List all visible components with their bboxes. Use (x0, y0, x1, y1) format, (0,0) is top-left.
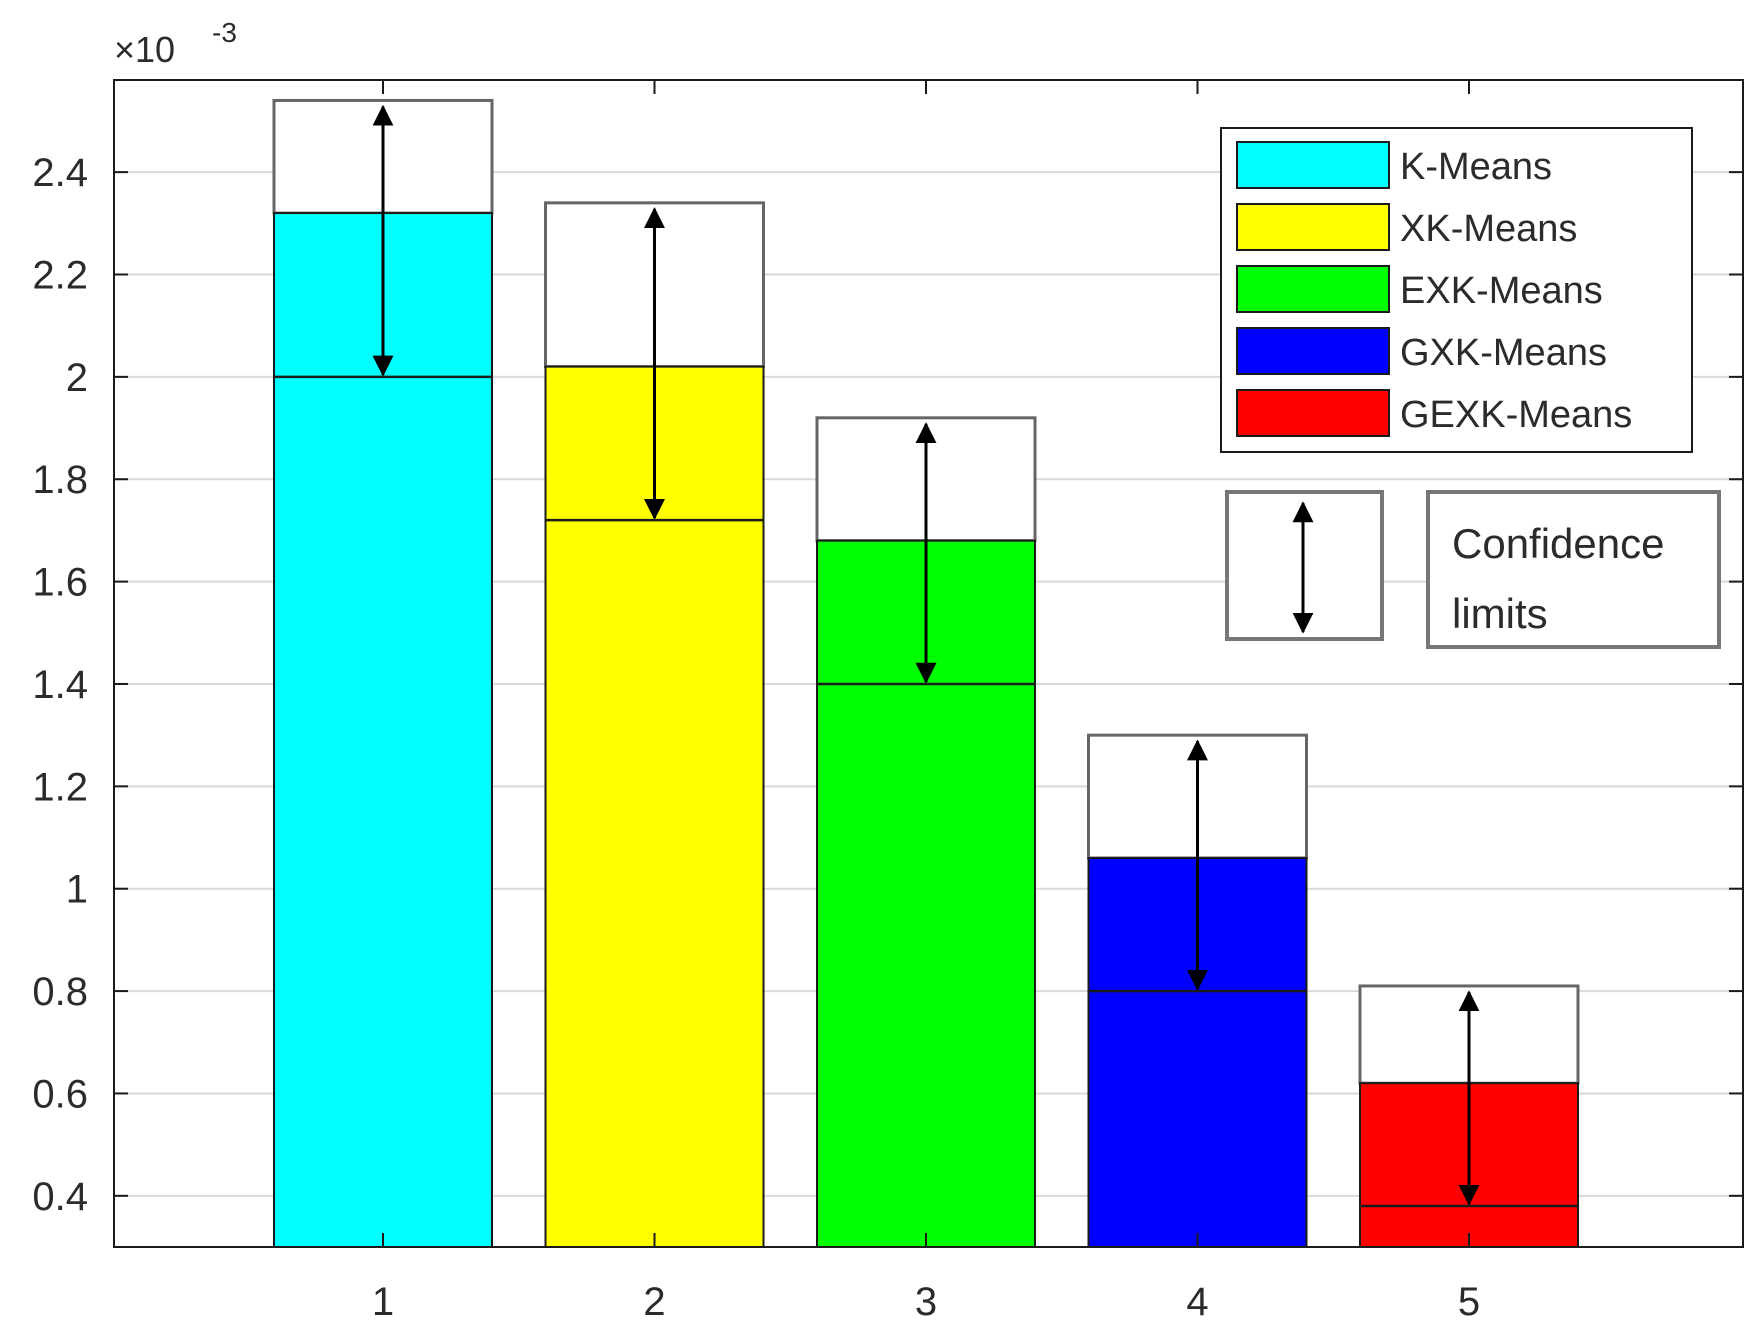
confidence-label-box (1426, 490, 1721, 649)
y-exponent-base: ×10 (114, 29, 175, 70)
y-tick-label: 0.6 (32, 1072, 88, 1116)
legend-swatch (1236, 265, 1390, 313)
legend: K-Means XK-Means EXK-Means GXK-Means GEXK-Me… (1220, 127, 1693, 453)
legend-label: XK-Means (1400, 208, 1577, 250)
y-tick-label: 2.4 (32, 151, 88, 195)
legend-swatch (1236, 327, 1390, 375)
y-tick-label: 1.2 (32, 765, 88, 809)
y-tick-label: 0.4 (32, 1175, 88, 1219)
legend-label: K-Means (1400, 146, 1552, 188)
y-tick-label: 1.4 (32, 663, 88, 707)
legend-label: GXK-Means (1400, 332, 1607, 374)
x-tick-label: 1 (372, 1280, 394, 1324)
legend-swatch (1236, 389, 1390, 437)
y-tick-label: 1 (66, 868, 88, 912)
legend-swatch (1236, 141, 1390, 189)
y-tick-label: 1.8 (32, 458, 88, 502)
y-tick-label: 2 (66, 356, 88, 400)
y-tick-label: 1.6 (32, 561, 88, 605)
y-axis-exponent: ×10 -3 (114, 17, 237, 70)
legend-label: EXK-Means (1400, 270, 1603, 312)
x-tick-label: 3 (915, 1280, 937, 1324)
confidence-limits-legend: Confidence limits (1225, 490, 1721, 649)
confidence-label-line1: Confidence (1452, 520, 1664, 567)
y-tick-label: 0.8 (32, 970, 88, 1014)
legend-swatch (1236, 203, 1390, 251)
y-exponent-power: -3 (212, 17, 237, 48)
legend-label: GEXK-Means (1400, 394, 1632, 436)
confidence-label-line2: limits (1452, 590, 1548, 637)
x-tick-label: 5 (1458, 1280, 1480, 1324)
x-tick-label: 4 (1186, 1280, 1208, 1324)
plot-area-frame (113, 79, 1744, 1248)
axis-ticks: 0.4 0.6 0.8 1 1.2 1.4 1.6 1.8 2 2.2 2.4 1 2 3 4 5 (32, 80, 1743, 1324)
bar-k-means (273, 212, 493, 1248)
x-tick-label: 2 (643, 1280, 665, 1324)
y-tick-label: 2.2 (32, 254, 88, 298)
bars (272, 98, 1580, 1249)
